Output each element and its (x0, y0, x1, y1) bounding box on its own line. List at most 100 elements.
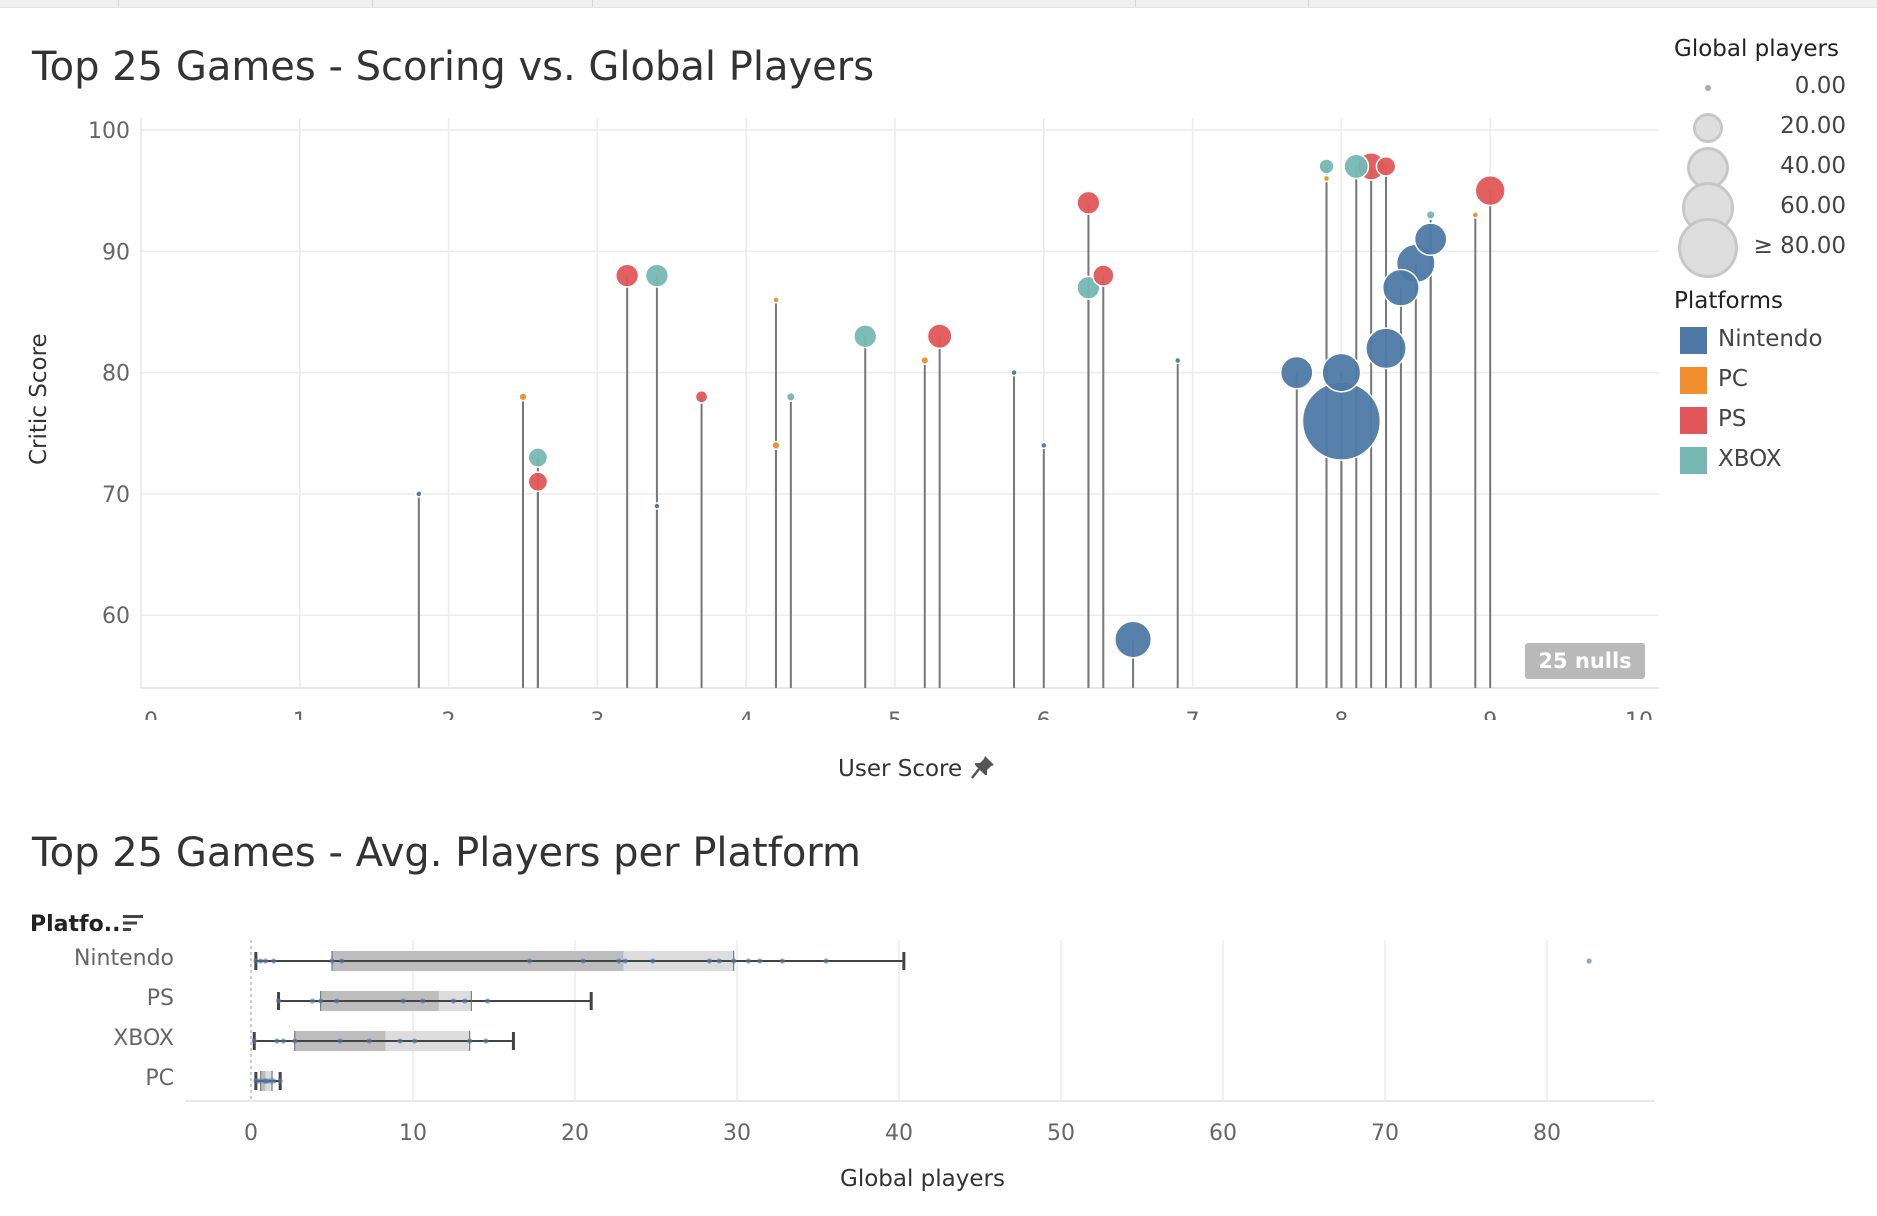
scatter-gridlines (140, 118, 1659, 689)
scatter-plot[interactable]: 60 70 80 90 100 0 1 2 3 4 5 6 7 8 9 10 (0, 0, 1877, 720)
x-tick-label: 60 (1209, 1121, 1237, 1146)
x-tick-label: 20 (561, 1121, 589, 1146)
data-point-pc (920, 355, 930, 366)
x-tick-label: 0 (144, 709, 158, 720)
box-data-point (264, 1078, 270, 1084)
box-upper-pc (265, 1071, 273, 1091)
box-data-point (329, 958, 335, 964)
box-data-point (757, 958, 763, 964)
x-tick-label: 1 (293, 709, 307, 720)
data-point-ps (926, 323, 953, 350)
category-label-pc: PC (145, 1066, 174, 1091)
data-point-ps (527, 471, 549, 493)
y-axis-title: Critic Score (26, 333, 52, 465)
size-legend-circle (1705, 85, 1711, 91)
box-data-point (400, 998, 406, 1004)
box-lower-ps (320, 991, 439, 1011)
x-tick-label: 7 (1186, 709, 1200, 720)
size-legend-label: ≥ 80.00 (1753, 233, 1846, 259)
legend-label: PS (1718, 406, 1747, 432)
x-tick-label: 2 (442, 709, 456, 720)
row-header[interactable]: Platfo.. (30, 912, 121, 937)
legend-item-nintendo[interactable]: Nintendo (1680, 324, 1860, 358)
box-data-point (277, 1078, 283, 1084)
data-point-pc (772, 296, 780, 304)
data-point-pc (1322, 174, 1331, 183)
box-data-point (262, 958, 269, 964)
data-point-pc (1471, 211, 1480, 219)
data-point-nintendo (1381, 268, 1420, 307)
data-point-ps (615, 263, 640, 288)
legend-item-ps[interactable]: PS (1680, 404, 1860, 438)
box-data-point (779, 958, 785, 964)
box-data-point (527, 958, 533, 964)
box-lower-pc (260, 1071, 266, 1091)
size-legend-item: ≥ 80.00 (1678, 218, 1858, 278)
x-tick-label: 5 (888, 709, 902, 720)
box-data-point (334, 998, 340, 1004)
data-point-nintendo (1173, 356, 1182, 365)
legend-item-pc[interactable]: PC (1680, 364, 1860, 398)
data-point-nintendo (1114, 620, 1153, 659)
data-point-ps (1092, 264, 1115, 287)
data-point-xbox (1318, 158, 1335, 175)
x-tick-label: 50 (1047, 1121, 1075, 1146)
size-legend-circle (1678, 218, 1738, 278)
box-data-point (1586, 958, 1592, 964)
data-point-nintendo (415, 490, 423, 498)
x-tick-label: 0 (244, 1121, 258, 1146)
x-tick-label: 70 (1371, 1121, 1399, 1146)
y-tick-label: 70 (102, 483, 130, 508)
data-point-xbox (853, 324, 878, 349)
legend-swatch (1680, 447, 1707, 474)
box-data-point (318, 998, 324, 1004)
box-data-point (280, 1038, 286, 1044)
box-data-point (337, 1038, 343, 1044)
category-label-ps: PS (146, 986, 174, 1011)
box-data-point (274, 1038, 280, 1044)
x-tick-label: 3 (590, 709, 604, 720)
box-data-point (467, 1038, 473, 1044)
scatter-chart-title: Top 25 Games - Scoring vs. Global Player… (32, 44, 875, 90)
box-data-point (258, 958, 264, 964)
box-data-point (397, 1038, 403, 1044)
box-data-point (339, 958, 345, 964)
legend-label: Nintendo (1718, 326, 1823, 352)
legend-item-xbox[interactable]: XBOX (1680, 444, 1860, 478)
pin-icon[interactable] (970, 754, 996, 780)
box-upper-ps (438, 991, 472, 1011)
y-tick-label: 90 (102, 240, 130, 265)
nulls-indicator[interactable]: 25 nulls (1525, 643, 1645, 679)
box-data-point (292, 1038, 298, 1044)
y-tick-label: 80 (102, 362, 130, 387)
data-point-nintendo (1301, 381, 1382, 461)
box-data-point (271, 958, 277, 964)
box-data-point (262, 1078, 269, 1084)
box-data-point (253, 958, 259, 964)
x-tick-label: 4 (739, 709, 753, 720)
x-tick-label: 8 (1334, 709, 1348, 720)
box-data-point (267, 1078, 274, 1084)
y-tick-label: 60 (102, 604, 130, 629)
box-data-point (650, 958, 656, 964)
sort-icon[interactable] (122, 913, 144, 933)
size-legend-label: 60.00 (1780, 193, 1846, 219)
size-legend-label: 0.00 (1794, 73, 1846, 99)
legend-swatch (1680, 407, 1707, 434)
data-point-xbox (527, 447, 549, 468)
box-upper-nintendo (623, 951, 734, 971)
data-point-nintendo (1040, 441, 1048, 450)
category-label-xbox: XBOX (113, 1026, 174, 1051)
size-legend-label: 40.00 (1780, 153, 1846, 179)
y-tick-label: 100 (88, 119, 130, 144)
data-point-nintendo (1321, 352, 1362, 393)
box-data-point (412, 1038, 418, 1044)
size-legend-label: 20.00 (1780, 113, 1846, 139)
size-legend-item: 0.00 (1678, 68, 1858, 108)
size-legend-title: Global players (1674, 36, 1839, 62)
data-point-pc (518, 392, 528, 402)
top-toolbar-strip (0, 0, 1877, 8)
scatter-points (415, 152, 1506, 659)
data-point-nintendo (1010, 368, 1018, 377)
data-point-nintendo (653, 502, 661, 510)
